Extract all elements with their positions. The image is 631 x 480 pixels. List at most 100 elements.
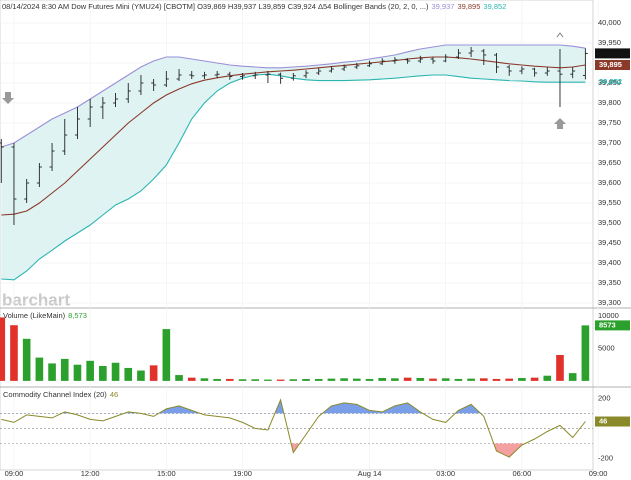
volume-bar (0, 317, 6, 381)
y-tick-label: 10000 (598, 311, 619, 320)
value-box-label: 8573 (599, 320, 616, 329)
x-tick-label: 12:00 (81, 469, 100, 478)
volume-bar (251, 379, 260, 381)
x-tick-label: Aug 14 (358, 469, 382, 478)
volume-bar (518, 377, 526, 381)
volume-bar (10, 325, 18, 381)
volume-bar (137, 370, 145, 381)
volume-bar (289, 379, 298, 381)
legend-value: 39,937 (432, 2, 455, 11)
x-tick-label: 19:00 (233, 469, 252, 478)
volume-bar (86, 360, 94, 381)
volume-bar (149, 365, 158, 381)
volume-bar (378, 377, 387, 381)
volume-bar (226, 378, 234, 381)
volume-current: 8,573 (68, 311, 87, 320)
plot-layer (0, 0, 599, 470)
header-text: 08/14/2024 8:30 AM Dow Futures Mini (YMU… (2, 2, 429, 11)
cci-title: Commodity Channel Index (20) (3, 390, 107, 399)
volume-bar (327, 378, 336, 381)
volume-bar (22, 338, 31, 381)
volume-bar (276, 379, 285, 381)
y-tick-label: 39,850 (598, 78, 621, 87)
header: 08/14/2024 8:30 AM Dow Futures Mini (YMU… (2, 2, 506, 11)
y-tick-label: 39,600 (598, 178, 621, 187)
volume-bar (568, 373, 577, 381)
arrow-icon (2, 92, 14, 104)
band-line (1, 44, 586, 148)
y-tick-label: 39,300 (598, 298, 621, 307)
x-tick-label: 03:00 (436, 469, 455, 478)
volume-bar (48, 363, 56, 381)
panel-title: Commodity Channel Index (20) 46 (3, 390, 118, 399)
volume-bar (492, 378, 501, 381)
legend-value: 39,895 (457, 2, 480, 11)
volume-bar (543, 375, 552, 381)
cci-line (1, 398, 586, 458)
y-tick-label: 39,500 (598, 218, 621, 227)
volume-bar (35, 357, 44, 381)
volume-bar (238, 379, 247, 381)
value-box (595, 416, 630, 427)
panel-title: Volume (LikeMain) 8,573 (3, 311, 87, 320)
volume-bar (441, 378, 450, 381)
volume-bar (353, 378, 361, 381)
volume-bar (454, 378, 463, 381)
volume-bar (73, 364, 82, 381)
volume-bar (505, 378, 514, 381)
volume-bar (200, 378, 209, 381)
value-box-label: 39,895 (599, 60, 622, 69)
volume-bar (162, 329, 171, 381)
arrow-icon (554, 118, 566, 129)
y-tick-label: 39,350 (598, 278, 621, 287)
marker-icon (556, 32, 564, 38)
x-tick-label: 09:00 (589, 469, 608, 478)
y-tick-label: 5000 (598, 344, 615, 353)
y-tick-label: 39,550 (598, 198, 621, 207)
volume-bar (556, 354, 564, 381)
cci-below-fill (1, 443, 586, 458)
cci-above-fill (1, 399, 586, 414)
cci-current: 46 (110, 390, 118, 399)
volume-bar (467, 378, 475, 381)
volume-bar (60, 358, 69, 381)
volume-bar (429, 378, 437, 381)
y-tick-label: 39,950 (598, 38, 621, 47)
legend-value: 39,852 (483, 2, 506, 11)
y-tick-label: 39,700 (598, 138, 621, 147)
value-box (595, 48, 630, 59)
y-tick-label: 39,750 (598, 118, 621, 127)
y-tick-label: 200 (598, 393, 611, 402)
volume-bar (530, 377, 539, 381)
volume-bar (365, 378, 374, 381)
x-tick-label: 06:00 (513, 469, 532, 478)
value-box (595, 60, 630, 70)
volume-bar (416, 377, 425, 381)
x-tick-label: 09:00 (5, 469, 24, 478)
watermark: barchart (2, 290, 70, 309)
value-box (595, 320, 630, 331)
volume-bar (403, 377, 412, 381)
volume-bar (124, 367, 133, 381)
band-value-label: 39,852 (599, 77, 622, 86)
volume-bar (111, 362, 120, 381)
band-fill (1, 45, 586, 280)
volume-bar (175, 375, 183, 381)
volume-bar (264, 379, 272, 381)
y-tick-label: 39,800 (598, 98, 621, 107)
volume-title: Volume (LikeMain) (3, 311, 66, 320)
volume-bar (99, 365, 107, 381)
y-tick-label: 39,400 (598, 258, 621, 267)
y-tick-label: 39,650 (598, 158, 621, 167)
volume-bar (479, 378, 488, 381)
y-tick-label: 40,000 (598, 18, 621, 27)
volume-bar (213, 378, 221, 381)
x-tick-label: 15:00 (157, 469, 176, 478)
volume-bar (340, 378, 348, 381)
volume-bar (187, 377, 196, 381)
volume-bar (391, 378, 399, 381)
volume-bar (581, 325, 590, 381)
y-tick-label: -200 (598, 454, 613, 463)
volume-bar (314, 378, 323, 381)
